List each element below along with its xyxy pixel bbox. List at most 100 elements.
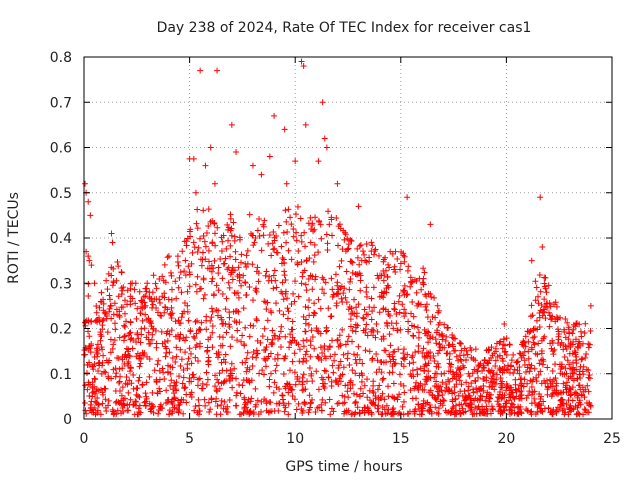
data-point [468,406,475,413]
data-point [164,399,171,406]
data-point [171,404,178,411]
data-point [442,387,449,394]
data-point [157,388,164,395]
data-point [204,376,211,383]
data-point [525,338,532,345]
data-point [421,387,428,394]
data-point [201,238,208,245]
data-point [553,380,560,387]
data-point [208,305,215,312]
data-point [247,230,254,237]
data-point [362,257,369,264]
data-point [542,274,549,281]
data-point [152,327,159,334]
data-point [222,255,229,262]
data-point [425,360,432,367]
data-point [537,307,544,314]
data-point [343,268,350,275]
data-point [231,318,238,325]
data-point [391,348,398,355]
data-point [168,286,175,293]
data-point [215,379,222,386]
data-point [99,359,106,366]
data-point [537,408,544,415]
data-point [88,342,95,349]
data-point [109,282,116,289]
data-point [552,361,559,368]
data-point [143,379,150,386]
data-point [415,343,422,349]
data-point [533,284,540,291]
data-point [436,388,443,395]
data-point [111,337,118,344]
data-point [270,228,277,235]
data-point [129,345,136,352]
data-point [418,286,425,293]
data-point [123,318,130,325]
data-point [380,375,387,382]
data-point [232,248,239,255]
data-point [542,315,549,322]
data-point [432,314,439,321]
data-point [142,402,149,409]
data-point [285,400,292,407]
data-point [89,393,96,400]
data-point [486,346,493,353]
data-point [366,304,373,311]
data-point [242,324,249,331]
data-point [531,333,538,340]
data-point [141,350,148,357]
data-point [363,311,370,318]
data-point [107,303,114,310]
data-point [465,383,472,390]
data-point [224,409,231,416]
data-point [295,400,302,407]
data-point [161,309,168,316]
data-point [122,323,129,330]
data-point [86,361,93,368]
data-point [405,263,412,270]
data-point [91,375,98,382]
data-point [392,360,399,367]
data-point [410,359,417,366]
data-point [293,229,300,236]
data-point [107,349,114,356]
data-point [295,247,302,254]
data-point [370,389,377,396]
data-point [116,387,123,394]
data-point [281,272,288,279]
data-point [287,338,294,345]
data-point [576,342,583,349]
data-point [319,380,326,387]
data-point [385,261,392,268]
data-point [304,378,311,385]
data-point [492,348,499,355]
data-point [282,385,289,392]
data-point [409,367,416,374]
data-point [401,253,408,260]
data-point [110,366,117,373]
data-point [118,291,125,298]
data-point [93,349,100,356]
data-point [390,325,397,332]
data-point [211,230,218,237]
data-point [524,364,531,371]
data-point [585,388,592,395]
data-point [384,273,391,280]
data-point [189,249,196,256]
data-point [166,349,173,356]
data-point [318,407,325,414]
data-point [220,379,227,386]
data-point [555,328,562,335]
data-point [224,403,231,410]
data-point [153,340,160,347]
data-point [94,395,101,402]
data-point [277,343,284,350]
data-point [531,399,538,406]
data-point [264,299,271,306]
data-point [582,354,589,361]
data-point [258,171,265,178]
data-point [353,391,360,398]
data-point [449,396,456,403]
data-point [363,289,370,296]
